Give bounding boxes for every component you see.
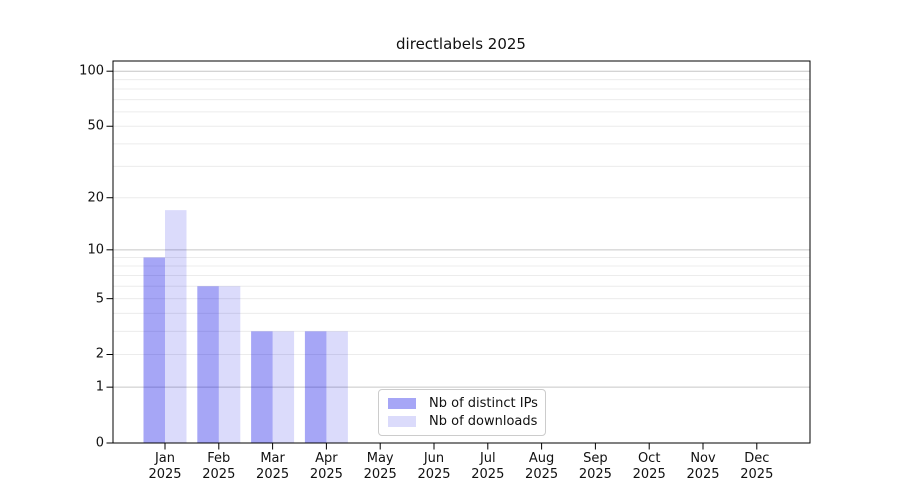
x-tick-label-sep: Sep 2025 <box>578 451 612 482</box>
x-tick-year-feb: 2025 <box>202 467 236 482</box>
x-tick-year-jan: 2025 <box>148 467 182 482</box>
legend-label-downloads: Nb of downloads <box>429 414 538 429</box>
y-tick-label-0: 0 <box>95 435 104 451</box>
bar-mar-nb-of-downloads <box>272 331 295 443</box>
x-tick-label-mar: Mar 2025 <box>256 451 290 482</box>
x-tick-year-dec: 2025 <box>740 467 774 482</box>
x-tick-year-jun: 2025 <box>417 467 451 482</box>
legend-label-distinct-ips: Nb of distinct IPs <box>429 396 538 411</box>
x-tick-year-sep: 2025 <box>578 467 612 482</box>
x-tick-year-may: 2025 <box>363 467 397 482</box>
bar-apr-nb-of-downloads <box>326 331 348 443</box>
legend-item-distinct-ips: Nb of distinct IPs <box>388 396 538 411</box>
bar-feb-nb-of-distinct-ips <box>197 286 219 443</box>
bar-jan-nb-of-downloads <box>165 210 187 443</box>
x-tick-label-feb: Feb 2025 <box>202 451 236 482</box>
legend-swatch-distinct-ips <box>388 398 416 409</box>
x-tick-label-apr: Apr 2025 <box>309 451 343 482</box>
legend-swatch-downloads <box>388 416 416 427</box>
x-tick-year-nov: 2025 <box>686 467 720 482</box>
legend-item-downloads: Nb of downloads <box>388 414 538 429</box>
x-tick-label-nov: Nov 2025 <box>686 451 720 482</box>
bar-jan-nb-of-distinct-ips <box>143 257 165 443</box>
y-tick-label-2: 2 <box>95 346 104 362</box>
x-tick-label-jan: Jan 2025 <box>148 451 182 482</box>
x-tick-year-mar: 2025 <box>256 467 290 482</box>
bar-apr-nb-of-distinct-ips <box>304 331 327 443</box>
chart-title: directlabels 2025 <box>396 35 526 53</box>
x-tick-label-jun: Jun 2025 <box>417 451 451 482</box>
y-tick-label-20: 20 <box>87 190 104 206</box>
axes-frame <box>112 60 811 444</box>
x-tick-label-may: May 2025 <box>363 451 397 482</box>
bar-mar-nb-of-distinct-ips <box>251 331 273 443</box>
y-tick-label-100: 100 <box>79 63 104 79</box>
legend: Nb of distinct IPs Nb of downloads <box>378 389 546 436</box>
y-tick-label-5: 5 <box>95 291 104 307</box>
x-tick-label-jul: Jul 2025 <box>471 451 505 482</box>
x-tick-year-aug: 2025 <box>525 467 559 482</box>
y-tick-label-10: 10 <box>87 242 104 258</box>
y-tick-label-1: 1 <box>95 379 104 395</box>
y-tick-label-50: 50 <box>87 118 104 134</box>
x-tick-year-apr: 2025 <box>309 467 343 482</box>
x-tick-year-jul: 2025 <box>471 467 505 482</box>
x-tick-label-dec: Dec 2025 <box>740 451 774 482</box>
x-tick-label-oct: Oct 2025 <box>632 451 666 482</box>
x-tick-year-oct: 2025 <box>632 467 666 482</box>
x-tick-label-aug: Aug 2025 <box>525 451 559 482</box>
bar-feb-nb-of-downloads <box>218 286 241 443</box>
